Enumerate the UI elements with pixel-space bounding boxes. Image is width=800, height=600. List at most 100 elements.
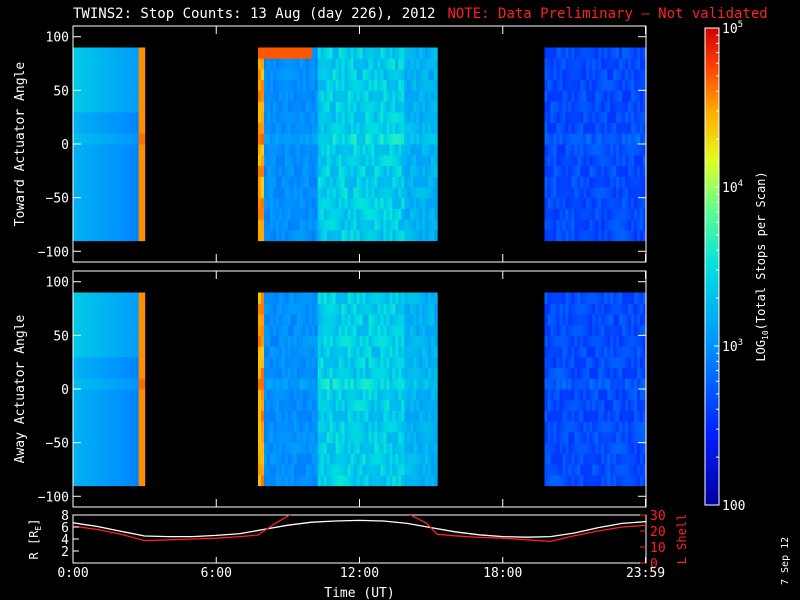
heatmap-cell — [410, 410, 414, 422]
heatmap-cell — [135, 303, 140, 315]
heatmap-cell — [640, 303, 644, 315]
heatmap-cell — [120, 186, 125, 199]
heatmap-cell — [643, 442, 647, 454]
heatmap-cell — [290, 58, 295, 70]
heatmap-cell — [314, 165, 319, 177]
heatmap-cell — [308, 389, 313, 401]
heatmap-cell — [586, 313, 590, 326]
heatmap-cell — [264, 399, 268, 411]
heatmap-cell — [329, 79, 334, 91]
heatmap-cell — [290, 101, 295, 113]
heatmap-cell — [395, 68, 399, 81]
heatmap-cell — [278, 197, 283, 209]
heatmap-cell — [410, 389, 414, 401]
heatmap-cell — [275, 144, 280, 156]
heatmap-cell — [341, 367, 346, 379]
heatmap-cell — [273, 90, 277, 102]
heatmap-cell — [329, 47, 334, 59]
heatmap-cell — [637, 176, 641, 188]
heatmap-cell — [275, 133, 280, 145]
heatmap-cell — [290, 453, 295, 465]
heatmap-cell — [353, 378, 358, 390]
heatmap-cell — [559, 219, 564, 231]
heatmap-cell — [431, 165, 435, 177]
heatmap-cell — [643, 356, 647, 369]
heatmap-cell — [329, 292, 334, 304]
heatmap-cell — [73, 356, 77, 369]
heatmap-cell — [87, 303, 92, 315]
heatmap-cell — [431, 122, 435, 134]
heatmap-cell — [604, 442, 608, 454]
heatmap-cell — [425, 356, 429, 369]
heatmap-cell — [296, 464, 301, 476]
heatmap-cell — [278, 324, 283, 336]
heatmap-cell — [389, 68, 393, 81]
heatmap-cell — [278, 474, 283, 487]
heatmap-cell — [93, 335, 98, 347]
heatmap-cell — [401, 453, 405, 465]
heatmap-cell — [601, 47, 605, 59]
heatmap-cell — [320, 197, 325, 209]
heatmap-cell — [362, 453, 367, 465]
heatmap-cell — [302, 442, 307, 454]
heatmap-cell — [111, 219, 116, 231]
heatmap-cell — [344, 410, 349, 422]
heatmap-cell — [374, 367, 378, 379]
heatmap-cell — [371, 378, 375, 390]
heatmap-cell — [622, 208, 626, 220]
heatmap-cell — [273, 197, 277, 209]
heatmap-cell — [84, 442, 89, 454]
heatmap-cell — [84, 47, 89, 59]
heatmap-cell — [592, 229, 596, 242]
heatmap-cell — [562, 122, 566, 134]
heatmap-cell — [362, 229, 367, 242]
heatmap-cell — [73, 367, 77, 379]
heatmap-cell — [559, 176, 564, 188]
heatmap-cell — [141, 229, 146, 242]
heatmap-cell — [353, 324, 358, 336]
heatmap-cell — [637, 208, 641, 220]
heatmap-cell — [129, 219, 134, 231]
heatmap-cell — [102, 346, 107, 358]
heatmap-cell — [353, 346, 358, 358]
heatmap-cell — [99, 399, 104, 411]
heatmap-cell — [82, 313, 86, 326]
heatmap-cell — [595, 474, 599, 487]
heatmap-cell — [562, 154, 566, 166]
heatmap-cell — [296, 165, 301, 177]
heatmap-cell — [284, 399, 289, 411]
heatmap-cell — [380, 58, 384, 70]
heatmap-cell — [138, 313, 143, 326]
heatmap-cell — [383, 47, 387, 59]
heatmap-cell — [619, 464, 623, 476]
heatmap-cell — [362, 47, 367, 59]
heatmap-cell — [580, 474, 584, 487]
heatmap-cell — [320, 144, 325, 156]
heatmap-cell — [559, 292, 564, 304]
heatmap-cell — [258, 313, 262, 326]
heatmap-cell — [562, 346, 566, 358]
heatmap-cell — [619, 144, 623, 156]
heatmap-cell — [562, 133, 566, 145]
heatmap-cell — [90, 186, 95, 199]
heatmap-cell — [568, 303, 572, 315]
heatmap-cell — [434, 346, 438, 358]
heatmap-cell — [386, 389, 390, 401]
heatmap-cell — [287, 356, 292, 369]
heatmap-cell — [284, 303, 289, 315]
heatmap-cell — [320, 378, 325, 390]
heatmap-cell — [311, 324, 316, 336]
x-tick-label: 0:00 — [57, 566, 88, 581]
heatmap-cell — [79, 219, 83, 231]
heatmap-cell — [135, 47, 140, 59]
heatmap-cell — [123, 154, 128, 166]
heatmap-cell — [287, 219, 292, 231]
heatmap-cell — [114, 186, 119, 199]
colorbar-tick-label: 104 — [722, 179, 743, 196]
heatmap-cell — [553, 292, 558, 304]
y-tick-label: 6 — [61, 521, 69, 536]
heatmap-cell — [416, 464, 420, 476]
heatmap-cell — [571, 101, 575, 113]
heatmap-cell — [595, 58, 599, 70]
